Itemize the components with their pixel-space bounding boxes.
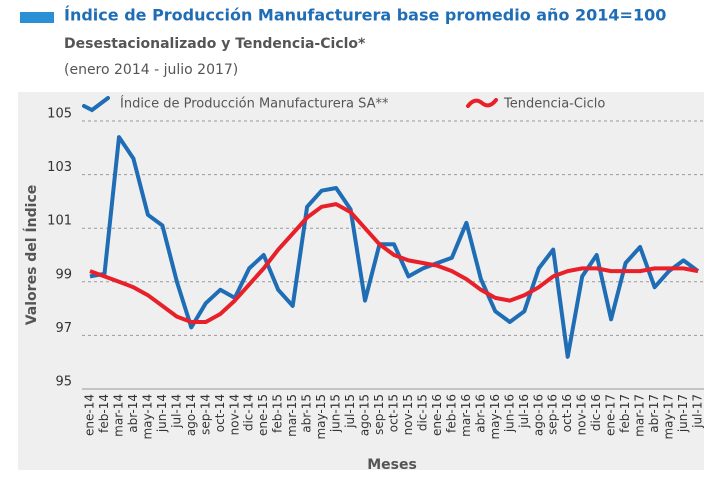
series-line [89,135,700,359]
x-tick-label: feb-16 [444,394,458,433]
x-tick-label: abr-16 [473,394,487,433]
y-tick-label: 103 [47,160,72,175]
x-tick-label: jul-14 [169,394,183,429]
chart-title: Índice de Producción Manufacturera base … [64,6,666,25]
x-tick-label: dic-15 [415,394,429,431]
x-tick-label: jun-14 [155,394,169,433]
x-tick-label: sep-16 [546,394,560,435]
x-tick-label: ene-17 [604,394,618,436]
x-tick-label: abr-15 [300,394,314,433]
x-tick-label: jul-17 [691,394,704,429]
x-tick-label: mar-14 [111,394,125,437]
legend-swatch [82,96,110,113]
y-axis-label: Valores del Índice [23,185,40,326]
x-tick-label: may-16 [488,394,502,440]
x-tick-label: dic-16 [589,394,603,431]
y-tick-label: 95 [55,375,72,390]
x-axis-label: Meses [367,457,417,473]
legend-label: Índice de Producción Manufacturera SA** [120,96,389,112]
x-tick-label: abr-17 [647,394,661,433]
x-tick-label: sep-15 [372,394,386,435]
y-tick-label: 99 [55,267,72,282]
legend-swatch [466,98,498,108]
x-tick-label: ago-14 [184,394,198,436]
x-tick-label: mar-17 [633,394,647,437]
x-tick-label: oct-16 [560,394,574,432]
x-tick-label: ene-14 [83,394,97,436]
x-tick-label: sep-14 [198,394,212,435]
title-marker [20,12,54,23]
x-tick-label: abr-14 [126,394,140,433]
x-tick-label: nov-16 [575,394,589,435]
x-tick-label: may-15 [314,394,328,440]
x-tick-label: oct-14 [213,394,227,432]
x-tick-label: may-17 [662,394,676,440]
x-tick-label: jul-16 [517,394,531,429]
x-tick-label: ago-16 [531,394,545,436]
x-tick-label: jul-15 [343,394,357,429]
x-tick-label: ene-15 [256,394,270,436]
y-tick-label: 97 [55,321,72,336]
x-tick-label: jun-16 [502,394,516,433]
x-tick-label: jun-17 [676,394,690,433]
x-tick-label: may-14 [140,394,154,440]
series-line [89,202,699,324]
x-tick-label: ago-15 [358,394,372,436]
legend-label: Tendencia-Ciclo [503,97,605,112]
x-tick-label: feb-17 [618,394,632,433]
subtitle: Desestacionalizado y Tendencia-Ciclo* [64,36,366,52]
x-tick-label: mar-15 [285,394,299,437]
x-tick-label: nov-14 [227,394,241,435]
x-tick-label: jun-15 [329,394,343,433]
y-tick-label: 101 [47,214,72,229]
x-tick-label: ene-16 [430,394,444,436]
period: (enero 2014 - julio 2017) [64,62,238,78]
x-tick-label: nov-15 [401,394,415,435]
x-tick-label: feb-15 [271,394,285,433]
x-tick-label: mar-16 [459,394,473,437]
x-tick-label: oct-15 [387,394,401,432]
y-tick-label: 105 [47,107,72,122]
x-tick-label: feb-14 [97,394,111,433]
x-tick-label: dic-14 [242,394,256,431]
